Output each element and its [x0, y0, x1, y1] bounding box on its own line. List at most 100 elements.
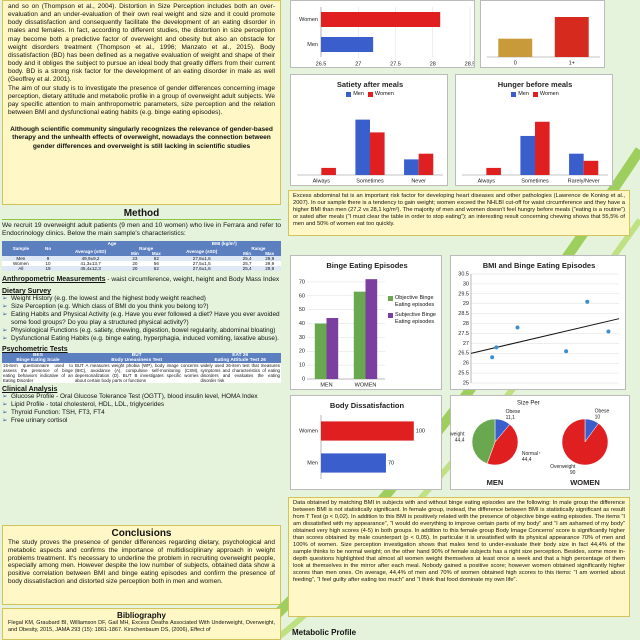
bar — [583, 160, 599, 175]
point — [585, 299, 590, 304]
subsection-title: Psychometric Tests — [2, 346, 68, 353]
legend-item: Objective Binge Eating episodes — [388, 295, 441, 308]
subsection-title: Anthropometric Measurements — [2, 276, 106, 283]
list-item: Free urinary cortisol — [2, 417, 281, 425]
td: 27,8±1,6 — [167, 256, 236, 261]
list-item: Eating Habits and Physical Activity (e.g… — [2, 311, 281, 327]
slice-label: Overweight — [450, 431, 465, 437]
td: 10 — [39, 261, 57, 266]
bar — [353, 291, 366, 379]
category-label: Rarely/Never — [568, 178, 600, 184]
bar — [520, 135, 535, 175]
list-item: Weight History (e.g. the lowest and the … — [2, 295, 281, 303]
trendline — [470, 318, 620, 354]
legend-item: Men — [511, 91, 529, 98]
point — [606, 329, 611, 334]
legend-box: Objective Binge Eating episodes Subjectiv… — [388, 295, 441, 325]
legend-swatch — [511, 91, 517, 97]
chart: 26.5 27 27.5 28 28.5 Women Men — [290, 0, 475, 68]
td: 41,3±13,7 — [56, 261, 125, 266]
td: 19 — [39, 266, 57, 271]
y-tick-label: 25 — [463, 380, 469, 386]
td: 56 — [145, 261, 168, 266]
y-tick-label: 50 — [299, 307, 305, 313]
td: Men — [2, 256, 40, 261]
subsection-title: Dietary Survey — [2, 288, 52, 295]
td: widely used 26-item test that measures s… — [199, 363, 281, 383]
td: 27,5±1,5 — [167, 261, 236, 266]
y-tick-label: 40 — [299, 321, 305, 327]
bar — [321, 421, 414, 441]
slice-value: 11,1 — [506, 415, 516, 421]
table-body: Men 9 49,9±9,2 23 62 27,8±1,6 25,4 29,9 Women 10 4… — [2, 256, 281, 271]
td: 29,9 — [258, 256, 281, 261]
bar — [314, 323, 327, 379]
list: Glucose Profile - Oral Glucose Tolerance… — [2, 393, 281, 425]
y-tick-label: 26 — [463, 361, 469, 367]
list-item: Physiological Functions (e.g. satiety, c… — [2, 327, 281, 335]
chart-title: WOMEN — [570, 478, 600, 487]
category-label: WOMEN — [355, 382, 377, 388]
y-tick-label: 0 — [302, 376, 305, 382]
y-tick-label: 29 — [463, 301, 469, 307]
value-label: 100 — [416, 428, 425, 434]
td: Women — [2, 261, 40, 266]
section-title: Method — [2, 208, 281, 220]
th: Min — [235, 251, 259, 256]
td: 16-item questionnaire used to assess the… — [2, 363, 74, 383]
td: 62 — [145, 266, 168, 271]
category-label: Sometimes — [521, 178, 549, 184]
slice-value: 44,4 — [455, 437, 465, 443]
th: Range — [124, 246, 168, 251]
bar — [321, 167, 336, 175]
bar — [535, 121, 550, 175]
anthropometric: Anthropometric Measurements - waist circ… — [2, 276, 281, 284]
x-tick-label: 28 — [430, 61, 436, 67]
chart: Satiety after meals Men Women Always Sometim… — [290, 74, 448, 186]
th: Average (±SD) — [167, 246, 236, 256]
legend: Men Women — [456, 91, 612, 98]
legend-item: Subjective Binge Eating episodes — [388, 312, 441, 325]
abbr: BUT — [131, 353, 142, 358]
chart-title: Hunger before meals — [498, 80, 573, 89]
abbr: BES — [33, 353, 43, 358]
y-tick-label: 25.5 — [458, 371, 469, 377]
td: 49,9±9,2 — [56, 256, 125, 261]
legend-swatch — [532, 91, 538, 97]
subsection-title: Clinical Analysis — [2, 386, 58, 393]
point — [564, 349, 569, 354]
bar — [486, 167, 501, 175]
legend-label: Men — [353, 91, 364, 97]
category-label: Men — [307, 42, 318, 48]
table-row: Women 10 41,3±13,7 20 56 27,5±1,5 25,7 29,9 — [2, 261, 281, 266]
legend-box: Men Women — [456, 91, 612, 98]
point — [515, 325, 520, 330]
th: Max — [258, 251, 281, 256]
pie-slice — [471, 418, 496, 464]
slice-value: 10 — [595, 415, 601, 421]
bar — [498, 38, 533, 57]
chart: Binge Eating Episodes Objective Binge Eat… — [290, 255, 442, 390]
y-tick-label: 70 — [299, 279, 305, 285]
chart-subtitle: Size Perception — [517, 401, 540, 407]
slice-value: 90 — [570, 470, 576, 476]
list-item: Lipid Profile - total cholesterol, HDL, … — [2, 401, 281, 409]
th: BUT Body Uneasiness Test — [73, 353, 200, 363]
list-item: Size Perception (e.g. Which class of BMI… — [2, 303, 281, 311]
legend-swatch — [346, 91, 352, 97]
slice-value: 44,4 — [522, 457, 532, 463]
paragraph: and so on (Thompson et al., 2004). Disto… — [8, 3, 275, 84]
legend-label: Men — [518, 91, 529, 97]
bar — [404, 159, 419, 175]
y-tick-label: 10 — [299, 363, 305, 369]
y-tick-label: 30 — [463, 281, 469, 287]
value-label: 70 — [388, 460, 394, 466]
bar — [321, 12, 441, 27]
td: 29,9 — [258, 266, 281, 271]
category-label: Never — [411, 178, 426, 184]
chart-title: Binge Eating Episodes — [326, 261, 407, 270]
legend-item: Women — [367, 91, 394, 98]
legend-item: Women — [532, 91, 559, 98]
